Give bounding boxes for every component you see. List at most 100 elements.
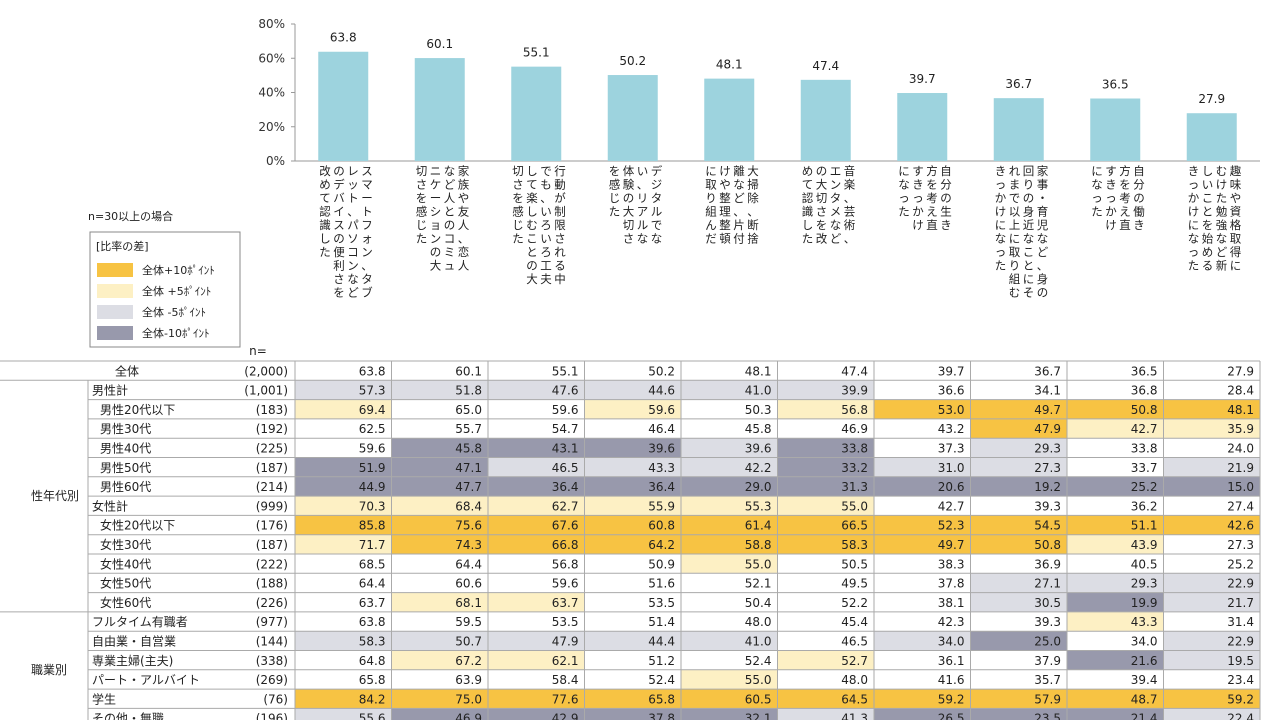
table-cell-value: 51.2	[648, 654, 675, 668]
category-label-char: エ	[830, 164, 842, 178]
table-cell-value: 44.9	[359, 480, 386, 494]
table-cell-value: 46.4	[648, 422, 675, 436]
table-cell-value: 44.4	[648, 635, 675, 649]
table-cell-value: 70.3	[359, 499, 386, 513]
category-label-char: コ	[347, 245, 359, 259]
category-label-char: で	[651, 218, 663, 232]
table-cell-value: 51.1	[1131, 519, 1158, 533]
table-cell-value: 85.8	[359, 519, 386, 533]
table-group-label: 性年代別	[31, 489, 79, 503]
table-cell-value: 33.8	[841, 442, 868, 456]
table-cell-value: 60.8	[648, 519, 675, 533]
table-row-n: (225)	[256, 442, 288, 456]
table-cell-value: 40.5	[1131, 557, 1158, 571]
category-label-char: 味	[1230, 178, 1242, 192]
category-label-char: り	[1009, 259, 1021, 273]
category-label-char: 切	[623, 218, 635, 232]
table-cell-bg	[488, 631, 585, 651]
table-cell-bg	[970, 399, 1067, 419]
table-row-n: (214)	[256, 480, 288, 494]
category-label-char: 感	[609, 178, 621, 192]
category-label-char: タ	[830, 191, 842, 205]
table-row-label: パート・アルバイト	[92, 673, 200, 687]
table-cell-bg	[777, 515, 874, 535]
category-label-char: ろ	[540, 245, 552, 259]
category-label-char: と	[1202, 205, 1214, 219]
bar-value-label: 48.1	[716, 58, 743, 72]
table-cell-value: 50.5	[841, 557, 868, 571]
table-cell-bg	[1163, 399, 1260, 419]
table-cell-bg	[295, 689, 392, 709]
category-label-char: 限	[554, 218, 566, 232]
category-label-char: ケ	[430, 178, 442, 192]
category-label-char: た	[1091, 205, 1103, 219]
table-cell-value: 22.9	[1227, 635, 1254, 649]
category-label-char: 自	[1133, 164, 1145, 178]
table-row-label: 男性計	[92, 383, 128, 398]
table-row-n: (977)	[256, 615, 288, 629]
table-row-n: (76)	[263, 692, 288, 706]
category-label-char: 大	[623, 205, 635, 219]
bar	[318, 51, 369, 161]
category-label-char: む	[1216, 164, 1228, 178]
table-cell-bg	[584, 496, 681, 516]
table-cell-bg	[681, 476, 778, 497]
table-cell-value: 55.9	[648, 499, 675, 513]
category-label-char: 離	[733, 164, 745, 178]
category-label-char: ま	[1009, 178, 1021, 192]
table-cell-value: 59.2	[938, 692, 965, 706]
category-label-char: 片	[733, 218, 745, 232]
table-group-label: 職業別	[31, 663, 67, 677]
table-cell-bg	[970, 515, 1067, 535]
table-cell-bg	[874, 689, 971, 709]
bar	[414, 58, 465, 161]
category-label-char: き	[940, 218, 952, 232]
category-label-char: ュ	[444, 259, 456, 273]
table-cell-bg	[391, 689, 488, 709]
category-label-char: れ	[554, 245, 566, 259]
table-cell-bg	[1067, 573, 1164, 593]
table-cell-value: 36.4	[648, 480, 675, 494]
category-label-char: さ	[333, 272, 345, 286]
table-cell-bg	[391, 457, 488, 477]
category-label-char: 音	[844, 164, 856, 178]
table-cell-bg	[391, 592, 488, 612]
table-cell-bg	[295, 476, 392, 497]
table-cell-value: 62.5	[359, 422, 386, 436]
category-label-char: 身	[1037, 272, 1049, 286]
category-label-char: 身	[1023, 205, 1035, 219]
table-cell-value: 39.7	[938, 364, 965, 378]
category-label-char: 新	[1216, 259, 1228, 273]
category-label-char: め	[319, 178, 331, 192]
table-cell-value: 46.5	[841, 635, 868, 649]
category-label-char: た	[1216, 191, 1228, 205]
table-row-n: (196)	[256, 712, 288, 720]
category-label-char: の	[444, 218, 456, 232]
table-cell-value: 22.4	[1227, 712, 1254, 720]
category-label-char: き	[1188, 164, 1200, 178]
table-cell-value: 41.6	[938, 673, 965, 687]
category-label-char: が	[554, 191, 566, 205]
table-cell-value: 27.1	[1034, 577, 1061, 591]
table-cell-bg	[488, 592, 585, 612]
table-cell-bg	[295, 534, 392, 554]
table-cell-value: 47.1	[455, 461, 482, 475]
table-cell-bg	[970, 631, 1067, 651]
category-label-char: の	[816, 164, 828, 178]
table-cell-bg	[1163, 573, 1260, 593]
legend-swatch	[97, 263, 133, 277]
table-cell-value: 30.5	[1034, 596, 1061, 610]
table-cell-value: 59.2	[1227, 692, 1254, 706]
category-label-char: 捨	[747, 232, 759, 246]
category-label-char: 識	[319, 218, 331, 232]
category-label-char: 、	[1037, 259, 1049, 273]
table-cell-value: 36.8	[1131, 384, 1158, 398]
category-label-char: 以	[1009, 205, 1021, 219]
table-cell-bg	[970, 418, 1067, 439]
category-label-char: て	[526, 178, 538, 192]
table-cell-value: 27.3	[1034, 461, 1061, 475]
table-cell-bg	[488, 515, 585, 535]
category-label-char: け	[1188, 205, 1200, 219]
table-cell-value: 60.6	[455, 577, 482, 591]
